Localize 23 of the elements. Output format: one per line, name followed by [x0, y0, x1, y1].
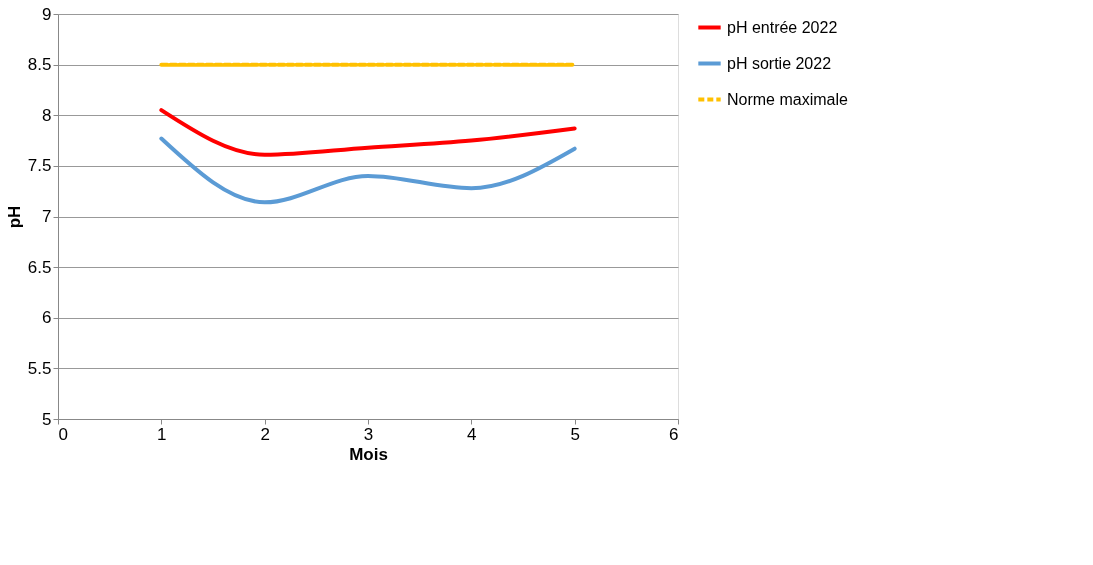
- x-tick-label: 3: [363, 424, 374, 444]
- legend-label: pH sortie 2022: [727, 54, 832, 72]
- x-tick-label: 2: [260, 424, 270, 444]
- y-tick-label: 6: [42, 308, 52, 328]
- x-axis-title: Mois: [349, 444, 388, 464]
- y-tick-label: 5.5: [27, 358, 52, 378]
- y-tick-label: 7: [42, 207, 52, 226]
- y-tick-label: 6.5: [27, 257, 52, 277]
- y-tick-label: 7.5: [27, 156, 52, 176]
- y-tick-label: 5: [42, 409, 52, 429]
- legend-label: Norme maximale: [727, 90, 849, 108]
- y-tick-label: 9: [42, 4, 52, 24]
- x-tick-label: 1: [157, 424, 167, 444]
- x-tick-label: 5: [570, 424, 580, 444]
- y-axis-title: pH: [4, 205, 24, 229]
- x-tick-label: 0: [58, 424, 68, 444]
- y-tick-label: 8.5: [27, 55, 52, 75]
- line-series: [159, 136, 577, 205]
- x-tick-label: 4: [467, 424, 477, 444]
- x-tick-label: 6: [669, 424, 679, 444]
- y-tick-label: 8: [42, 105, 52, 125]
- line-series: [159, 108, 577, 157]
- legend-label: pH entrée 2022: [727, 18, 838, 36]
